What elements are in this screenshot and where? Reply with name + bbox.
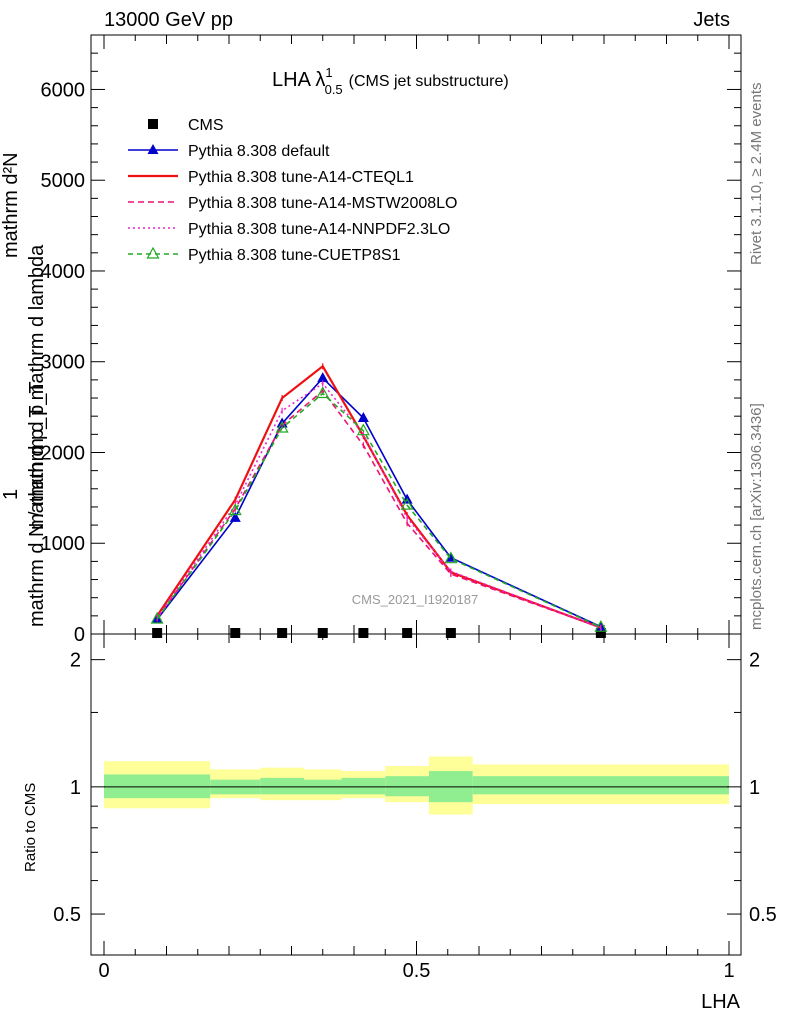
ratio-panel: 0 0.5 1 0.5 0.5 1 1 2 2 (53, 633, 777, 982)
series-5-point-6 (444, 551, 458, 564)
series-0-point-2 (277, 628, 288, 638)
ratio-ytick-label-left-2: 2 (70, 650, 81, 672)
main-ytick-label-0: 0 (74, 624, 85, 646)
legend-marker-5 (146, 246, 160, 259)
ratio-ytick-label-right-0: 0.5 (749, 904, 777, 926)
series-5-point-3 (316, 386, 330, 399)
series-0-point-3 (317, 628, 328, 638)
header-left: 13000 GeV pp (104, 9, 233, 31)
series-1-point-4 (357, 411, 369, 422)
series-1-point-1 (229, 511, 241, 522)
legend-label-2: Pythia 8.308 tune-A14-CTEQL1 (188, 169, 414, 186)
series-line-5 (156, 392, 602, 628)
legend-marker-0 (148, 119, 158, 129)
ratio-xtick-label-2: 1 (723, 960, 734, 982)
main-panel: 0 1000 2000 3000 4000 5000 6000 CMS Pythia 8.308… (41, 34, 742, 646)
ratio-green-band-0 (104, 774, 211, 799)
ratio-green-band-4 (341, 777, 386, 795)
ratio-green-band-5 (385, 776, 429, 797)
series-line-1 (156, 376, 602, 628)
series-5-point-5 (400, 497, 414, 510)
series-1-point-3 (317, 372, 329, 383)
series-5-point-4 (356, 423, 370, 436)
series-5-point-7 (594, 619, 608, 632)
legend-label-5: Pythia 8.308 tune-CUETP8S1 (188, 247, 401, 264)
ratio-green-band-2 (260, 777, 304, 795)
header-right: Jets (693, 9, 730, 31)
legend-label-0: CMS (188, 117, 224, 134)
series-line-2 (156, 364, 602, 629)
ratio-ytick-label-left-0: 0.5 (53, 904, 81, 926)
main-ytick-label-3: 3000 (41, 352, 86, 374)
ratio-ytick-label-left-1: 1 (70, 777, 81, 799)
watermark-label: CMS_2021_I1920187 (352, 592, 479, 607)
series-5-point-2 (275, 420, 289, 433)
legend-label-1: Pythia 8.308 default (188, 143, 330, 160)
ratio-ytick-label-right-1: 1 (749, 777, 760, 799)
legend-label-4: Pythia 8.308 tune-A14-NNPDF2.3LO (188, 221, 450, 238)
series-5-point-0 (150, 611, 164, 624)
series-line-3 (156, 389, 602, 629)
legend-label-3: Pythia 8.308 tune-A14-MSTW2008LO (188, 195, 457, 212)
series-5-point-1 (228, 503, 242, 516)
series-0-point-0 (152, 628, 163, 638)
main-ytick-label-4: 4000 (41, 261, 86, 283)
series-0-point-6 (445, 628, 456, 638)
main-ytick-label-5: 5000 (41, 170, 86, 192)
legend-marker-1 (147, 144, 159, 154)
ratio-xtick-label-1: 0.5 (403, 960, 431, 982)
main-ytick-label-1: 1000 (41, 533, 86, 555)
series-0-point-5 (402, 628, 413, 638)
series-0-point-7 (595, 628, 606, 638)
series-0-point-1 (230, 628, 241, 638)
main-ytick-label-6: 6000 (41, 79, 86, 101)
ratio-ytick-label-right-2: 2 (749, 650, 760, 672)
chart-title: LHA λ1 0.5 (CMS jet substructure) (272, 65, 509, 97)
x-axis-label: LHA (701, 991, 741, 1013)
ratio-green-band-7 (472, 776, 729, 795)
ratio-xtick-label-0: 0 (98, 960, 109, 982)
main-ytick-label-2: 2000 (41, 442, 86, 464)
series-0-point-4 (358, 628, 369, 638)
